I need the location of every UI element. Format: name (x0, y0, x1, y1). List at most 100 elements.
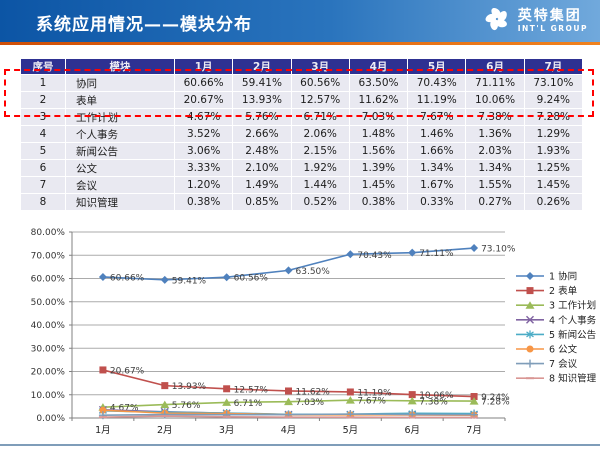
data-point (469, 397, 479, 405)
module-name: 新闻公告 (66, 143, 174, 159)
value-cell: 13.93% (233, 92, 291, 108)
data-point (470, 244, 479, 253)
value-cell: 1.29% (524, 126, 582, 142)
data-label: 10.06% (419, 391, 454, 401)
column-header: 模块 (66, 59, 174, 74)
table-body: 1 协同 60.66% 59.41% 60.56% 63.50% 70.43% 71.11% 7… (21, 75, 582, 210)
x-axis-tick-label: 2月 (157, 425, 173, 436)
data-point (526, 315, 534, 324)
column-header: 6月 (466, 59, 524, 74)
data-point (223, 385, 231, 393)
data-label: 7.38% (419, 397, 448, 407)
data-label: 7.03% (296, 398, 325, 408)
value-cell: 71.11% (466, 75, 524, 91)
value-cell: 3.52% (175, 126, 233, 142)
value-cell: 0.52% (291, 194, 349, 210)
value-cell: 7.38% (466, 109, 524, 125)
data-label: 11.19% (357, 388, 392, 398)
legend-label: 7 会议 (549, 358, 578, 370)
data-label: 12.57% (234, 385, 269, 395)
x-axis-tick-label: 5月 (343, 425, 359, 436)
value-cell: 1.39% (349, 160, 408, 176)
trend-chart: 0.00% 10.00% 20.00% 30.00% 40.00% 50.00% 60.00… (0, 224, 600, 446)
x-axis-tick-label: 1月 (95, 425, 111, 436)
table-row: 3 工作计划 4.67% 5.76% 6.71% 7.03% 7.67% 7.38% 7.28% (21, 109, 582, 125)
value-cell: 63.50% (349, 75, 408, 91)
value-cell: 73.10% (524, 75, 582, 91)
row-index: 7 (21, 177, 65, 193)
y-axis-tick-label: 0.00% (36, 414, 65, 424)
data-point (99, 406, 107, 414)
table-row: 5 新闻公告 3.06% 2.48% 2.15% 1.56% 1.66% 2.03% 1.93% (21, 143, 582, 159)
value-cell: 1.67% (408, 177, 466, 193)
value-cell: 0.33% (408, 194, 466, 210)
data-point (470, 393, 478, 401)
value-cell: 1.44% (291, 177, 349, 193)
pinwheel-logo-icon (481, 3, 513, 39)
table-head: 序号 模块 1月 2月 3月 4月 5月 6月 7月 (21, 59, 582, 74)
data-label: 7.67% (357, 397, 386, 407)
value-cell: 60.56% (291, 75, 349, 91)
value-cell: 1.46% (408, 126, 466, 142)
table-row: 6 公文 3.33% 2.10% 1.92% 1.39% 1.34% 1.34% 1.25% (21, 160, 582, 176)
module-name: 知识管理 (66, 194, 174, 210)
data-point (525, 301, 535, 309)
y-axis-tick-label: 30.00% (31, 344, 66, 354)
data-point (526, 272, 534, 280)
value-cell: 1.66% (408, 143, 466, 159)
value-cell: 7.28% (524, 109, 582, 125)
row-index: 5 (21, 143, 65, 159)
data-point (526, 345, 534, 353)
y-axis-tick-label: 40.00% (31, 321, 66, 331)
value-cell: 1.20% (175, 177, 233, 193)
x-axis-tick-label: 3月 (219, 425, 235, 436)
module-name: 个人事务 (66, 126, 174, 142)
value-cell: 2.15% (291, 143, 349, 159)
legend-label: 6 公文 (549, 344, 578, 356)
data-label: 4.67% (110, 404, 139, 414)
data-point (284, 397, 293, 406)
data-point (345, 396, 355, 404)
slide-header: 系统应用情况——模块分布 英特集团 INT'L GROUP (0, 0, 600, 42)
value-cell: 60.66% (175, 75, 233, 91)
row-index: 8 (21, 194, 65, 210)
value-cell: 2.06% (291, 126, 349, 142)
x-axis-tick-label: 4月 (281, 425, 297, 436)
y-axis-tick-label: 80.00% (31, 228, 66, 238)
header-accent-bar (0, 42, 600, 45)
table-header-row: 序号 模块 1月 2月 3月 4月 5月 6月 7月 (21, 59, 582, 74)
legend-label: 2 表单 (549, 285, 578, 297)
value-cell: 1.56% (349, 143, 408, 159)
value-cell: 1.34% (466, 160, 524, 176)
column-header: 2月 (233, 59, 291, 74)
column-header: 7月 (524, 59, 582, 74)
module-name: 会议 (66, 177, 174, 193)
legend-label: 3 工作计划 (549, 300, 596, 312)
column-header: 1月 (175, 59, 233, 74)
data-label: 7.28% (481, 398, 510, 408)
module-name: 工作计划 (66, 109, 174, 125)
value-cell: 0.85% (233, 194, 291, 210)
value-cell: 0.38% (349, 194, 408, 210)
value-cell: 11.62% (349, 92, 408, 108)
value-cell: 6.71% (291, 109, 349, 125)
value-cell: 7.67% (408, 109, 466, 125)
value-cell: 0.27% (466, 194, 524, 210)
y-axis-tick-label: 10.00% (31, 391, 66, 401)
value-cell: 70.43% (408, 75, 466, 91)
data-label: 6.71% (234, 399, 263, 409)
data-label: 20.67% (110, 366, 145, 376)
value-cell: 1.36% (466, 126, 524, 142)
logo-name-cn: 英特集团 (517, 8, 582, 25)
column-header: 4月 (349, 59, 408, 74)
table-row: 7 会议 1.20% 1.49% 1.44% 1.45% 1.67% 1.55% 1.45% (21, 177, 582, 193)
data-label: 63.50% (296, 267, 331, 277)
data-point (99, 366, 107, 374)
data-label: 71.11% (419, 249, 454, 259)
table-row: 1 协同 60.66% 59.41% 60.56% 63.50% 70.43% 71.11% 7… (21, 75, 582, 91)
data-label: 9.24% (481, 393, 510, 403)
data-point (526, 359, 534, 368)
data-label: 13.93% (172, 382, 207, 392)
legend-label: 5 新闻公告 (549, 329, 596, 341)
row-index: 4 (21, 126, 65, 142)
